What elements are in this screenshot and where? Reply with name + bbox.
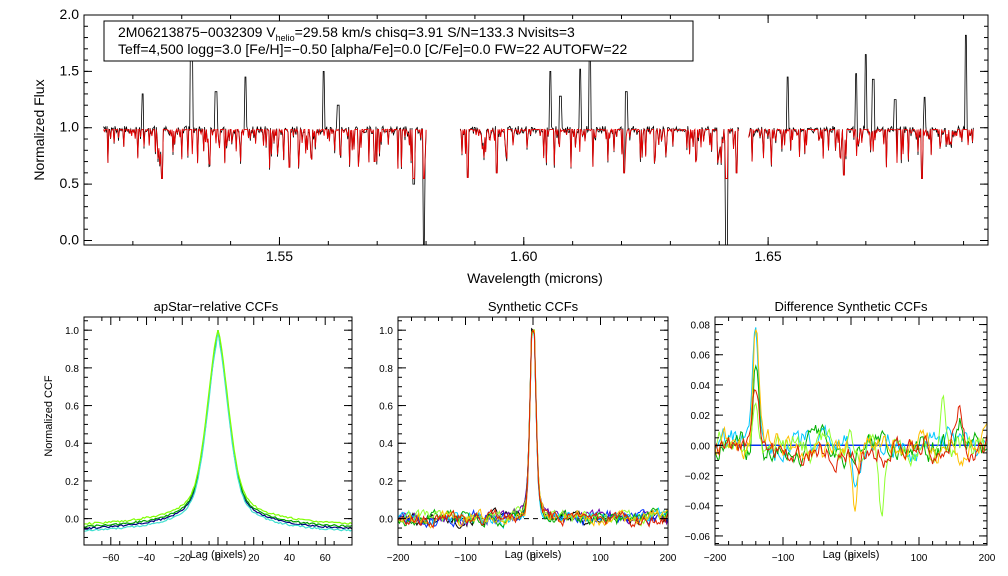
y-tick-label: 1.5 bbox=[60, 62, 80, 78]
x-tick-label: 20 bbox=[248, 553, 260, 564]
synthetic-ccf-panel: Synthetic CCFs −200 −100 0 100 200 0.0 0.2 0.4 0… bbox=[379, 299, 677, 564]
apstar-ccf-ylabel: Normalized CCF bbox=[43, 375, 55, 457]
model-spectrum-chip-2 bbox=[459, 127, 740, 179]
x-tick-label: −200 bbox=[387, 553, 410, 564]
info-line-2: Teff=4,500 logg=3.0 [Fe/H]=−0.50 [alpha/… bbox=[118, 41, 627, 57]
y-tick-label: 0.5 bbox=[60, 175, 80, 191]
x-tick-label: 0 bbox=[530, 553, 536, 564]
apstar-ccf-title: apStar−relative CCFs bbox=[154, 299, 279, 314]
fit-stats: chisq=3.91 S/N=133.3 Nvisits=3 bbox=[375, 24, 575, 40]
x-tick-label: 0 bbox=[848, 553, 854, 564]
info-box-frame bbox=[103, 20, 694, 62]
x-tick-label: 0 bbox=[215, 553, 221, 564]
model-spectrum-chip-3 bbox=[748, 127, 974, 179]
spectrum-series bbox=[103, 25, 974, 246]
spectrum-ylabel: Normalized Flux bbox=[31, 79, 47, 180]
x-tick-label: −100 bbox=[772, 553, 795, 564]
apstar-ccf-ticks: −60 −40 −20 0 20 40 60 0.0 0.2 0.4 0.6 0.8 1.0 bbox=[65, 317, 353, 564]
vhelio-sub: helio bbox=[276, 33, 295, 43]
difference-ccf-ticks: −200 −100 0 100 200 −0.06 −0.04 −0.02 0.00 0.02 0.… bbox=[685, 316, 996, 564]
x-tick-label: 1.60 bbox=[510, 248, 537, 264]
difference-ccf-panel: Difference Synthetic CCFs −200 −100 0 100 20… bbox=[685, 299, 996, 564]
y-tick-label: −0.02 bbox=[685, 472, 711, 483]
difference-ccf-d5 bbox=[714, 394, 988, 517]
difference-ccf-d3 bbox=[714, 327, 988, 488]
apstar-ccf-panel: apStar−relative CCFs −60 −40 −20 0 20 40 60 0.0… bbox=[43, 299, 353, 564]
apstar-ccf-xlabel: Lag (pixels) bbox=[190, 549, 247, 561]
x-tick-label: 60 bbox=[320, 553, 332, 564]
difference-ccf-series bbox=[714, 327, 988, 517]
spectrum-panel: 1.55 1.60 1.65 0.0 0.5 1.0 1.5 2.0 Wavelength (… bbox=[31, 6, 989, 286]
y-tick-label: 0.6 bbox=[379, 402, 393, 413]
synthetic-ccf-ticks: −200 −100 0 100 200 0.0 0.2 0.4 0.6 0.8 1.0 bbox=[379, 317, 677, 564]
vhelio-symbol: V bbox=[266, 24, 276, 40]
x-tick-label: 40 bbox=[284, 553, 296, 564]
x-tick-label: 100 bbox=[911, 553, 928, 564]
y-tick-label: 2.0 bbox=[60, 6, 80, 22]
ccf-visit-4 bbox=[83, 330, 353, 525]
y-tick-label: 0.2 bbox=[379, 477, 393, 488]
spectrum-xlabel: Wavelength (microns) bbox=[467, 270, 603, 286]
x-tick-label: −20 bbox=[174, 553, 191, 564]
y-tick-label: 0.0 bbox=[60, 231, 80, 247]
synthetic-ccf-s8 bbox=[397, 328, 669, 529]
vhelio-value: =29.58 km/s bbox=[295, 24, 372, 40]
y-tick-label: 0.8 bbox=[379, 364, 393, 375]
x-tick-label: −100 bbox=[454, 553, 477, 564]
y-tick-label: 0.02 bbox=[691, 411, 711, 422]
x-tick-label: 100 bbox=[592, 553, 609, 564]
y-tick-label: 0.04 bbox=[691, 381, 711, 392]
x-tick-label: 200 bbox=[660, 553, 677, 564]
star-id: 2M06213875−0032309 bbox=[118, 24, 263, 40]
y-tick-label: 0.0 bbox=[65, 515, 79, 526]
difference-ccf-d7 bbox=[714, 389, 988, 475]
difference-ccf-xlabel: Lag (pixels) bbox=[823, 549, 880, 561]
y-tick-label: 1.0 bbox=[65, 326, 79, 337]
x-tick-label: 200 bbox=[979, 553, 996, 564]
y-tick-label: 0.00 bbox=[691, 441, 711, 452]
synthetic-ccf-series bbox=[397, 327, 669, 530]
spectrum-info-box: 2M06213875−0032309 Vhelio=29.58 km/s chi… bbox=[103, 20, 694, 62]
info-line-1: 2M06213875−0032309 Vhelio=29.58 km/s chi… bbox=[118, 24, 575, 43]
model-spectrum-chip-1 bbox=[103, 127, 427, 179]
x-tick-label: 1.65 bbox=[754, 248, 781, 264]
x-tick-label: −60 bbox=[102, 553, 119, 564]
y-tick-label: 0.06 bbox=[691, 351, 711, 362]
y-tick-label: −0.06 bbox=[685, 532, 711, 543]
y-tick-label: 1.0 bbox=[379, 326, 393, 337]
y-tick-label: 0.08 bbox=[691, 321, 711, 332]
y-tick-label: 0.6 bbox=[65, 402, 79, 413]
y-tick-label: 0.0 bbox=[379, 515, 393, 526]
difference-ccf-d6 bbox=[714, 329, 988, 512]
apstar-ccf-series bbox=[83, 330, 353, 532]
y-tick-label: 1.0 bbox=[60, 119, 80, 135]
x-tick-label: −40 bbox=[138, 553, 155, 564]
x-tick-label: 1.55 bbox=[266, 248, 293, 264]
y-tick-label: 0.8 bbox=[65, 364, 79, 375]
y-tick-label: 0.2 bbox=[65, 477, 79, 488]
difference-ccf-title: Difference Synthetic CCFs bbox=[775, 299, 928, 314]
x-tick-label: −200 bbox=[704, 553, 727, 564]
y-tick-label: −0.04 bbox=[685, 502, 711, 513]
spectrum-frame bbox=[83, 14, 989, 246]
y-tick-label: 0.4 bbox=[379, 439, 393, 450]
synthetic-ccf-xlabel: Lag (pixels) bbox=[505, 549, 562, 561]
synthetic-ccf-title: Synthetic CCFs bbox=[488, 299, 579, 314]
y-tick-label: 0.4 bbox=[65, 439, 79, 450]
spectrum-ticks: 1.55 1.60 1.65 0.0 0.5 1.0 1.5 2.0 bbox=[60, 6, 988, 264]
